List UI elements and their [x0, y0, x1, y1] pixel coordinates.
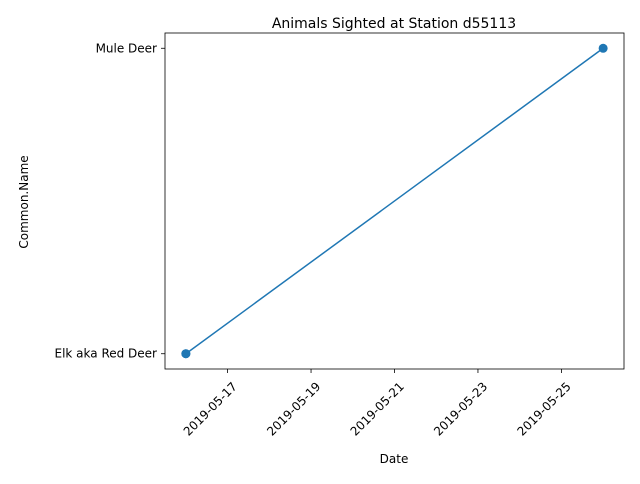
chart-title: Animals Sighted at Station d55113 [272, 16, 516, 32]
y-tick-label: Mule Deer [96, 41, 157, 55]
y-tick-label: Elk aka Red Deer [55, 347, 158, 361]
data-point [598, 43, 608, 53]
data-point [181, 349, 191, 359]
series-line [185, 47, 604, 355]
x-axis-label: Date [380, 452, 409, 466]
y-axis-label: Common.Name [17, 155, 31, 248]
